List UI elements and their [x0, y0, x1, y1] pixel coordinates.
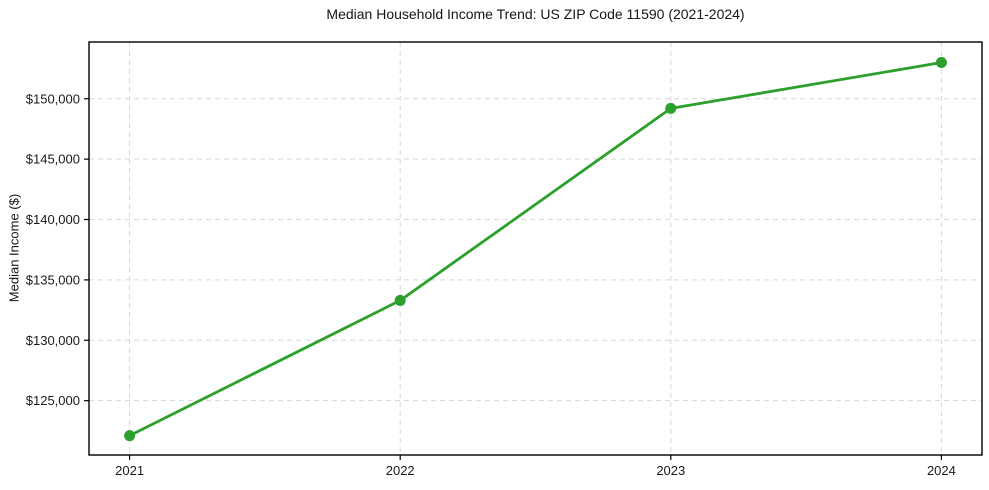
x-tick-label: 2021	[115, 463, 144, 478]
y-tick-label: $125,000	[26, 393, 80, 408]
plot-border	[88, 41, 983, 456]
y-tick-label: $135,000	[26, 272, 80, 287]
x-tick-label: 2023	[656, 463, 685, 478]
y-tick-label: $130,000	[26, 333, 80, 348]
data-point	[935, 57, 947, 69]
data-point	[665, 102, 677, 114]
y-tick-label: $140,000	[26, 212, 80, 227]
data-point	[394, 294, 406, 306]
income-trend-line	[128, 61, 943, 438]
x-tick-label: 2022	[386, 463, 415, 478]
y-tick-label: $145,000	[26, 152, 80, 167]
chart-title: Median Household Income Trend: US ZIP Co…	[326, 6, 745, 22]
data-point	[124, 430, 136, 442]
x-tick-label: 2024	[927, 463, 956, 478]
y-tick-label: $150,000	[26, 91, 80, 106]
